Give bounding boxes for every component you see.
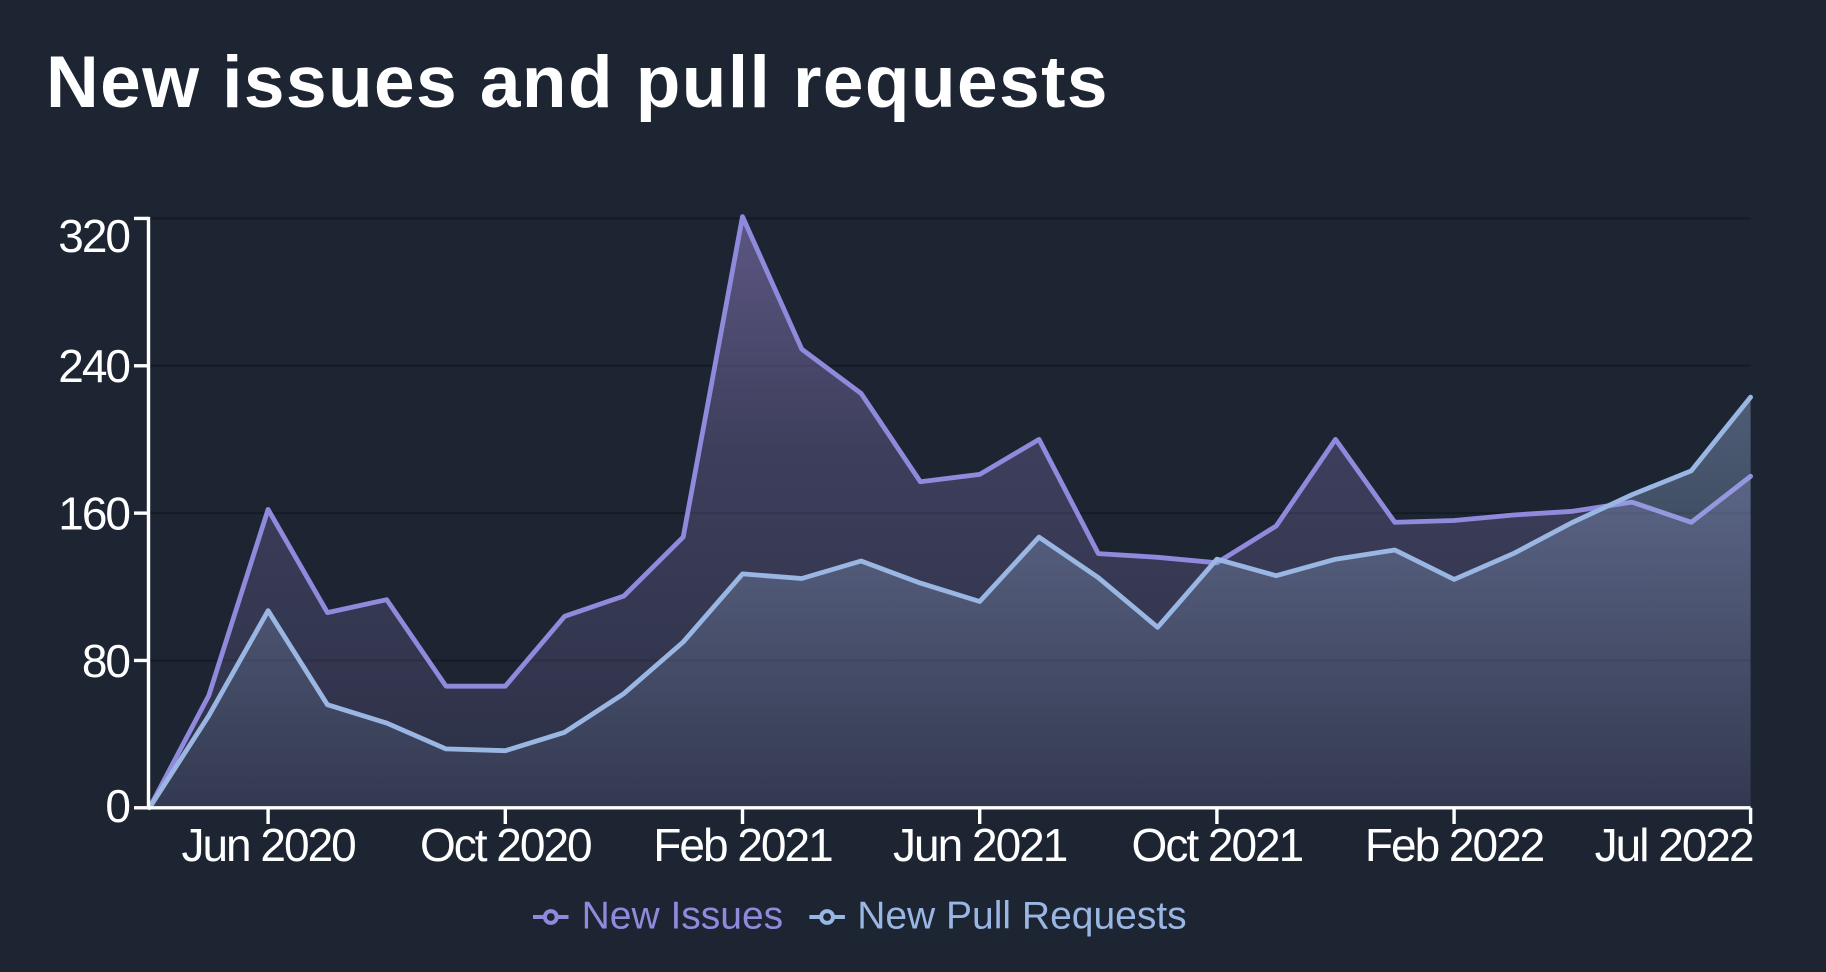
svg-text:80: 80 <box>82 635 130 687</box>
svg-text:Oct 2021: Oct 2021 <box>1132 819 1303 871</box>
svg-text:0: 0 <box>105 780 129 832</box>
svg-text:Jun 2021: Jun 2021 <box>893 819 1067 871</box>
svg-text:New Issues: New Issues <box>582 895 784 938</box>
svg-text:320: 320 <box>58 210 129 262</box>
svg-text:Feb 2022: Feb 2022 <box>1365 819 1544 871</box>
svg-text:Jul 2022: Jul 2022 <box>1595 819 1753 871</box>
svg-text:240: 240 <box>58 340 129 392</box>
svg-text:New Pull Requests: New Pull Requests <box>857 895 1186 938</box>
svg-text:Jun 2020: Jun 2020 <box>181 819 355 871</box>
svg-text:160: 160 <box>58 487 129 539</box>
svg-text:New issues and pull requests: New issues and pull requests <box>46 42 1109 123</box>
svg-text:Feb 2021: Feb 2021 <box>653 819 832 871</box>
svg-text:Oct 2020: Oct 2020 <box>420 819 591 871</box>
